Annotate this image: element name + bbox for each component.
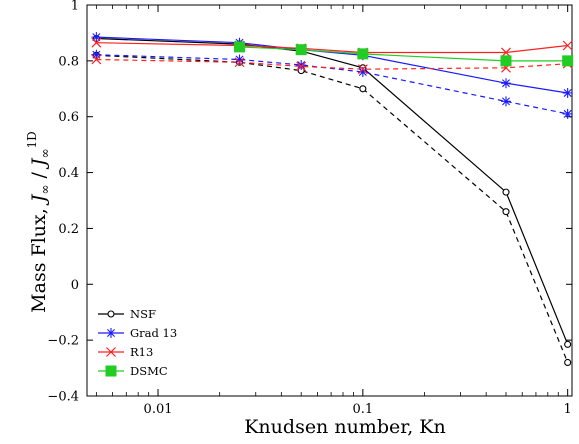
marker-shape	[295, 44, 307, 56]
data-point-r13	[296, 61, 307, 72]
data-point-grad-13	[501, 78, 512, 89]
data-point-grad-13	[357, 67, 368, 78]
marker-shape	[564, 340, 572, 348]
series-line-nsf-solid	[96, 37, 569, 345]
marker-shape	[357, 64, 368, 75]
x-axis-title: Knudsen number, Kn	[244, 416, 446, 438]
marker-shape	[562, 55, 574, 67]
marker-shape	[296, 61, 307, 72]
marker-shape	[91, 54, 102, 65]
data-point-nsf	[502, 188, 510, 196]
y-axis-title-text: Mass Flux,	[28, 202, 50, 313]
marker-shape	[234, 54, 245, 65]
legend-entry: DSMC	[98, 364, 168, 378]
y-axis-title: Mass Flux, J∞ / J∞1D	[25, 131, 52, 313]
y-tick-label: −0.2	[47, 334, 79, 349]
data-point-r13	[91, 54, 102, 65]
series-line-r13-solid	[96, 42, 568, 54]
marker-shape	[357, 67, 368, 78]
x-tick-label: 0.1	[353, 402, 374, 417]
plot-frame	[86, 4, 573, 397]
marker-shape	[502, 188, 510, 196]
data-point-r13	[234, 57, 245, 68]
y-axis-title-group: Mass Flux, J∞ / J∞1D	[25, 131, 52, 313]
legend-label: NSF	[130, 307, 156, 321]
legend-entry: R13	[98, 345, 153, 359]
legend: NSF Grad 13 R13 DSMC	[98, 307, 177, 378]
data-point-dsmc	[234, 41, 246, 53]
data-point-nsf	[359, 85, 367, 93]
data-point-grad-13	[296, 60, 307, 71]
series-line-grad-13-dashed	[96, 54, 568, 115]
data-point-dsmc	[562, 55, 574, 67]
marker-shape	[500, 55, 512, 67]
data-point-nsf	[564, 358, 572, 367]
data-point-nsf	[502, 208, 510, 216]
marker-shape	[357, 48, 369, 60]
data-point-grad-13	[234, 54, 245, 65]
series-line-r13-dashed	[96, 58, 568, 70]
data-point-grad-13	[91, 32, 102, 43]
marker-shape	[105, 365, 117, 377]
legend-marker	[106, 328, 116, 338]
y-tick-label: −0.4	[47, 390, 79, 405]
y-tick-label: 0.6	[58, 110, 79, 125]
marker-shape	[501, 96, 512, 107]
data-point-r13	[562, 40, 573, 51]
marker-shape	[91, 37, 102, 48]
marker-shape	[234, 57, 245, 68]
data-point-grad-13	[562, 87, 573, 98]
y-tick-label: 0.2	[58, 222, 79, 237]
series-line-dsmc-solid	[239, 46, 568, 62]
y-tick-label: 0.4	[58, 166, 79, 181]
marker-shape	[107, 310, 115, 318]
legend-label: DSMC	[130, 364, 168, 378]
series-line-nsf-dashed	[96, 54, 569, 363]
legend-entry: Grad 13	[98, 326, 177, 340]
y-tick-label: 1	[71, 0, 79, 14]
x-tick-label: 1	[564, 402, 572, 417]
legend-marker	[107, 310, 115, 318]
marker-shape	[562, 108, 573, 119]
marker-layer	[91, 32, 574, 367]
marker-shape	[91, 49, 102, 60]
data-point-r13	[357, 64, 368, 75]
legend-marker	[105, 365, 117, 377]
data-point-dsmc	[295, 44, 307, 56]
marker-shape	[106, 328, 116, 338]
marker-shape	[501, 78, 512, 89]
marker-shape	[502, 208, 510, 216]
data-point-grad-13	[562, 108, 573, 119]
marker-shape	[564, 358, 572, 367]
series-line-grad-13-solid	[96, 36, 568, 94]
data-point-r13	[91, 37, 102, 48]
y-tick-label: 0	[71, 278, 79, 293]
legend-label: R13	[130, 345, 153, 359]
data-point-dsmc	[500, 55, 512, 67]
marker-shape	[562, 87, 573, 98]
marker-shape	[106, 347, 116, 357]
marker-shape	[562, 40, 573, 51]
data-point-grad-13	[91, 49, 102, 60]
legend-label: Grad 13	[130, 326, 177, 340]
legend-entry: NSF	[98, 307, 156, 321]
marker-shape	[296, 60, 307, 71]
data-point-dsmc	[357, 48, 369, 60]
marker-shape	[359, 85, 367, 93]
y-tick-label: 0.8	[58, 54, 79, 69]
marker-shape	[91, 32, 102, 43]
data-point-nsf	[564, 340, 572, 348]
data-point-grad-13	[501, 96, 512, 107]
series-layer	[96, 36, 569, 363]
legend-marker	[106, 347, 116, 357]
marker-shape	[234, 41, 246, 53]
axes-layer: −0.4 −0.2 0 0.2 0.4 0.6 0.8 1 0.01 0.1 1	[47, 0, 573, 417]
x-tick-label: 0.01	[144, 402, 173, 417]
